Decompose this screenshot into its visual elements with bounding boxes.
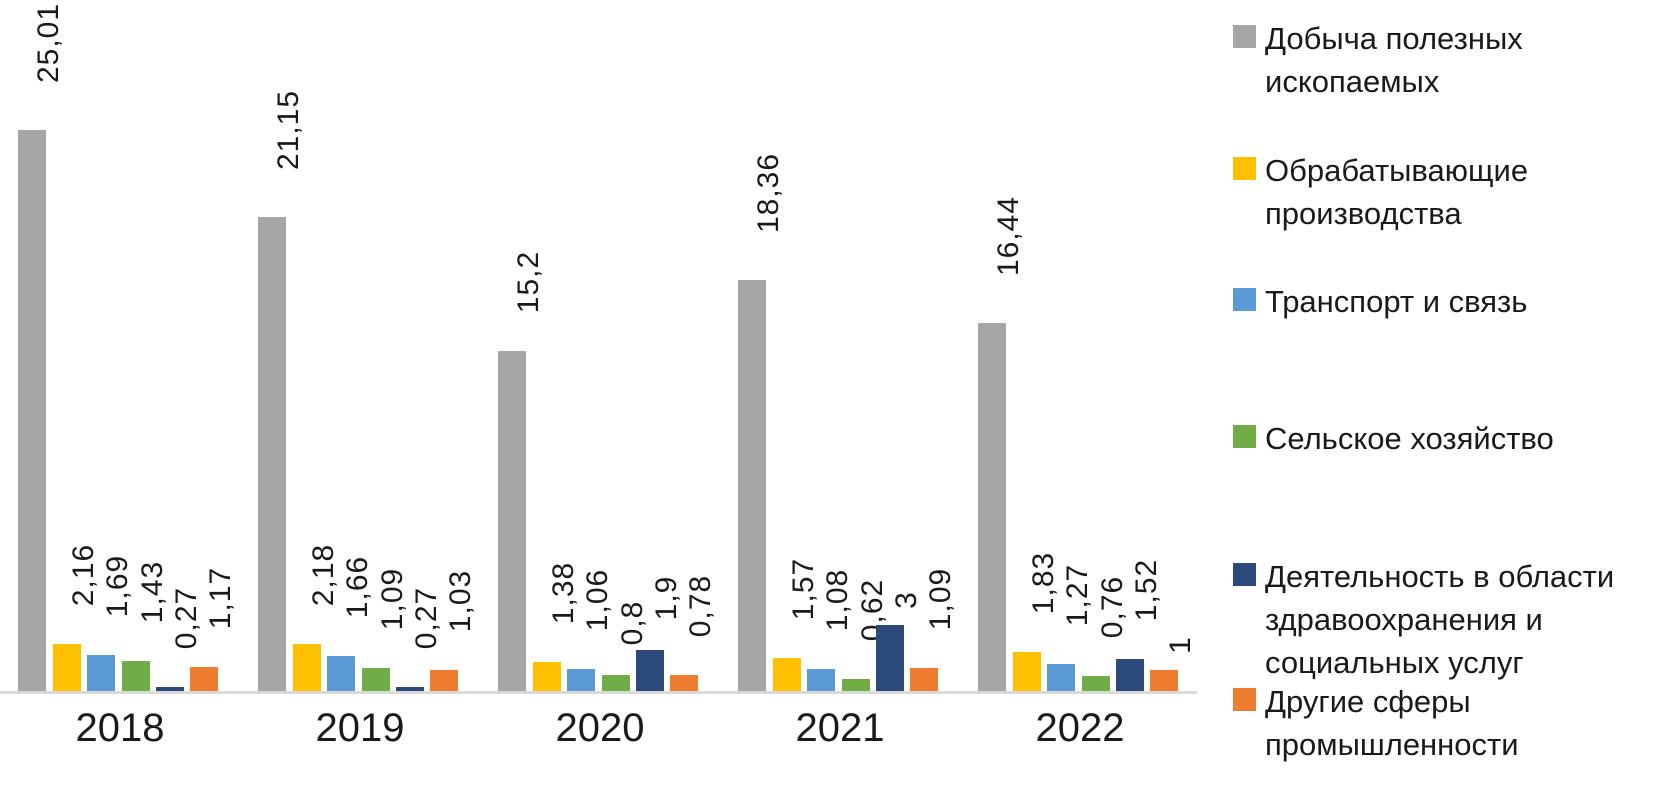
bar-series1-2021	[738, 280, 766, 693]
bar-series6-2022	[1150, 670, 1178, 693]
bar-series5-2020	[636, 650, 664, 693]
data-label: 1,06	[581, 568, 614, 631]
legend-swatch-icon	[1233, 688, 1256, 711]
bar-series5-2018	[156, 687, 184, 693]
data-label: 1,83	[1027, 551, 1060, 614]
x-axis-line	[0, 691, 1197, 694]
legend-item-series5: Деятельность в области здравоохранения и…	[1233, 556, 1650, 684]
category-label-2020: 2020	[555, 706, 645, 750]
legend-swatch-icon	[1233, 563, 1256, 586]
data-label: 2,18	[307, 543, 340, 606]
data-label: 0,27	[410, 586, 443, 649]
data-label: 1,69	[101, 554, 134, 617]
bar-series1-2020	[498, 351, 526, 693]
data-label: 21,15	[272, 89, 305, 170]
bar-series3-2019	[327, 656, 355, 693]
bar-series4-2020	[602, 675, 630, 693]
legend-swatch-icon	[1233, 288, 1256, 311]
data-label: 1,03	[444, 569, 477, 632]
x-axis-category-labels: 2018 2019 2020 2021 2022	[0, 706, 1197, 756]
data-label: 15,2	[512, 250, 545, 313]
bar-series4-2019	[362, 668, 390, 693]
bar-series6-2018	[190, 667, 218, 693]
bar-series1-2022	[978, 323, 1006, 693]
bar-series2-2019	[293, 644, 321, 693]
data-label: 1,38	[547, 561, 580, 624]
bar-series5-2022	[1116, 659, 1144, 693]
category-label-2022: 2022	[1035, 706, 1125, 750]
legend-swatch-icon	[1233, 25, 1256, 48]
data-label: 1,43	[136, 560, 169, 623]
legend-item-series3: Транспорт и связь	[1233, 281, 1650, 324]
legend-label: Обрабатывающие производства	[1265, 153, 1529, 231]
data-label: 3	[890, 591, 923, 610]
plot-area: 25,01 2,16 1,69 1,43 0,27 1,17 21,15 2,18 1,66 1,…	[18, 2, 1197, 693]
data-label: 1,09	[376, 567, 409, 630]
chart-legend: Добыча полезных ископаемых Обрабатывающие…	[1233, 0, 1654, 806]
bar-series3-2020	[567, 669, 595, 693]
data-label: 1,9	[650, 575, 683, 621]
data-label: 18,36	[752, 152, 785, 233]
bar-series5-2021	[876, 625, 904, 693]
data-label: 1,17	[204, 566, 237, 629]
data-label: 1,52	[1130, 558, 1163, 621]
bar-series3-2021	[807, 669, 835, 693]
data-label: 1,57	[787, 557, 820, 620]
data-label: 2,16	[67, 543, 100, 606]
data-label: 1,09	[924, 567, 957, 630]
data-label: 1,66	[341, 555, 374, 618]
bar-series6-2021	[910, 668, 938, 693]
category-label-2018: 2018	[75, 706, 165, 750]
data-label: 0,8	[616, 600, 649, 646]
legend-label: Сельское хозяйство	[1265, 421, 1554, 456]
legend-label: Транспорт и связь	[1265, 284, 1528, 319]
legend-item-series2: Обрабатывающие производства	[1233, 150, 1650, 236]
legend-label: Добыча полезных ископаемых	[1265, 21, 1523, 99]
data-label: 25,01	[32, 2, 65, 83]
legend-label: Деятельность в области здравоохранения и…	[1265, 559, 1615, 680]
legend-item-series1: Добыча полезных ископаемых	[1233, 18, 1650, 104]
bar-series5-2019	[396, 687, 424, 693]
legend-swatch-icon	[1233, 157, 1256, 180]
bar-series6-2019	[430, 670, 458, 693]
data-label: 0,78	[684, 574, 717, 637]
legend-swatch-icon	[1233, 425, 1256, 448]
bar-series4-2022	[1082, 676, 1110, 693]
bar-series1-2018	[18, 130, 46, 693]
data-label: 0,27	[170, 586, 203, 649]
legend-item-series4: Сельское хозяйство	[1233, 418, 1650, 461]
data-label: 0,76	[1096, 575, 1129, 638]
bar-series2-2021	[773, 658, 801, 693]
legend-label: Другие сферы промышленности	[1265, 684, 1519, 762]
bar-series2-2018	[53, 644, 81, 693]
category-label-2019: 2019	[315, 706, 405, 750]
data-label: 1,27	[1061, 563, 1094, 626]
bar-series1-2019	[258, 217, 286, 693]
data-label: 1	[1164, 636, 1197, 655]
data-label: 1,08	[821, 568, 854, 631]
bar-series2-2022	[1013, 652, 1041, 693]
bar-series3-2018	[87, 655, 115, 693]
bar-series3-2022	[1047, 664, 1075, 693]
legend-item-series6: Другие сферы промышленности	[1233, 681, 1650, 767]
data-label: 16,44	[992, 195, 1025, 276]
bar-series2-2020	[533, 662, 561, 693]
category-label-2021: 2021	[795, 706, 885, 750]
bar-series4-2021	[842, 679, 870, 693]
bar-series4-2018	[122, 661, 150, 693]
bar-series6-2020	[670, 675, 698, 693]
